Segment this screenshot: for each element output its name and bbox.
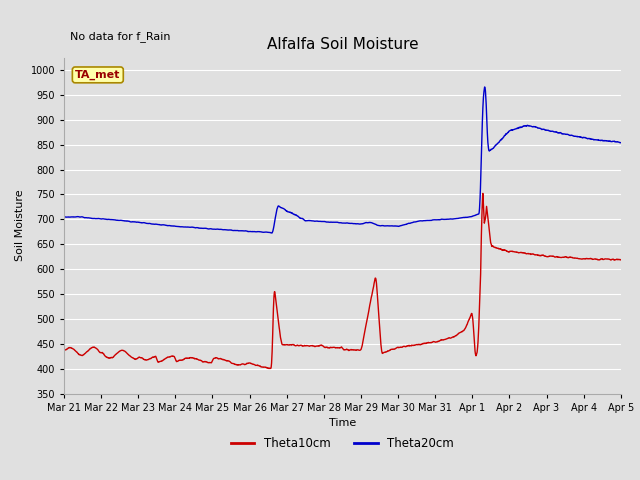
Theta20cm (157, 222, 164, 228)
Theta20cm (60, 214, 68, 220)
Theta20cm (617, 140, 625, 145)
Theta20cm (606, 138, 614, 144)
Theta20cm (274, 204, 282, 210)
Theta10cm (265, 366, 273, 372)
Theta20cm (481, 84, 488, 90)
Theta10cm (479, 191, 486, 196)
Theta10cm (274, 313, 282, 319)
Legend: Theta10cm, Theta20cm: Theta10cm, Theta20cm (226, 432, 459, 455)
Text: No data for f_Rain: No data for f_Rain (70, 31, 170, 42)
Theta10cm (606, 257, 614, 263)
Line: Theta10cm: Theta10cm (64, 193, 621, 369)
Theta10cm (157, 359, 164, 364)
Theta10cm (60, 348, 68, 353)
X-axis label: Time: Time (329, 418, 356, 428)
Theta20cm (547, 129, 554, 134)
Theta10cm (617, 257, 625, 263)
Title: Alfalfa Soil Moisture: Alfalfa Soil Moisture (267, 37, 418, 52)
Theta10cm (547, 253, 554, 259)
Theta10cm (124, 351, 131, 357)
Theta20cm (124, 218, 131, 224)
Text: TA_met: TA_met (75, 70, 120, 80)
Y-axis label: Soil Moisture: Soil Moisture (15, 190, 25, 262)
Line: Theta20cm: Theta20cm (64, 87, 621, 233)
Theta20cm (268, 230, 276, 236)
Theta20cm (298, 216, 306, 221)
Theta10cm (298, 343, 306, 348)
